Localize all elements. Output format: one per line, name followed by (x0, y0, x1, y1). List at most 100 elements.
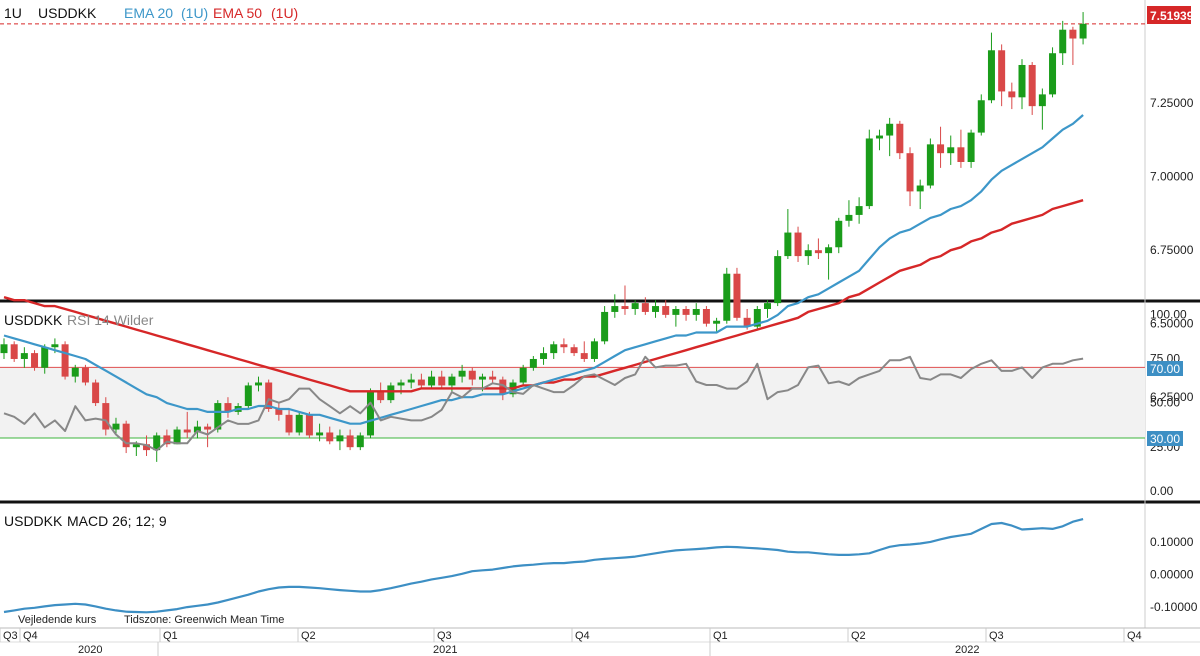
candle-down (743, 317, 751, 327)
overbought-label: 70.00 (1150, 362, 1180, 376)
ema50-param[interactable]: (1U) (271, 5, 298, 21)
rsi-tick: 50.00 (1150, 396, 1180, 410)
candle-up (1038, 94, 1046, 107)
candle-up (387, 385, 395, 401)
rsi-neutral-zone (0, 367, 1145, 439)
candle-up (611, 306, 619, 312)
candle-up (845, 214, 853, 221)
candle-down (641, 303, 649, 312)
candle-up (0, 344, 8, 354)
candle-down (438, 376, 446, 386)
year-label: 2020 (78, 644, 102, 656)
ema20-param[interactable]: (1U) (181, 5, 208, 21)
overbought-badge (1147, 361, 1183, 376)
candle-up (764, 303, 771, 309)
macd-tick: 0.00000 (1150, 568, 1194, 582)
macd-symbol[interactable]: USDDKK (4, 513, 63, 529)
rsi-band (0, 366, 1145, 439)
candle-up (875, 135, 883, 139)
ema50-label[interactable]: EMA 50 (213, 5, 262, 21)
ema20-line (3, 114, 1084, 425)
candle-down (733, 273, 741, 318)
price-tick: 6.25000 (1150, 390, 1194, 404)
quarter-label: Q2 (851, 630, 866, 642)
candle-down (305, 414, 313, 436)
candle-up (153, 435, 161, 451)
candle-down (1028, 64, 1036, 107)
candle-down (143, 444, 151, 451)
candle-down (31, 353, 39, 368)
candle-up (886, 123, 894, 136)
candle-up (784, 232, 792, 257)
candle-down (163, 435, 171, 445)
rsi-line (3, 355, 1084, 452)
rsi-tick: 100.00 (1150, 307, 1187, 321)
current-price: 7.51939 (1150, 9, 1194, 23)
candle-down (326, 432, 334, 442)
candle-up (214, 403, 222, 430)
candle-up (967, 132, 975, 162)
macd-label[interactable]: MACD 26; 12; 9 (67, 513, 167, 529)
candle-down (468, 370, 476, 380)
price-tick: 6.75000 (1150, 243, 1194, 257)
candle-down (621, 306, 629, 309)
candle-up (540, 353, 548, 359)
candle-up (132, 444, 140, 448)
candle-up (713, 320, 721, 324)
symbol-label[interactable]: USDDKK (38, 5, 97, 21)
candle-down (489, 376, 497, 380)
ema20-label[interactable]: EMA 20 (124, 5, 173, 21)
candle-up (865, 138, 873, 207)
candle-down (906, 153, 914, 192)
quarter-label: Q4 (1127, 630, 1142, 642)
footer-timezone: Tidszone: Greenwich Mean Time (124, 614, 284, 626)
interval-label[interactable]: 1U (4, 5, 22, 21)
candle-down (570, 347, 578, 354)
candle-up (448, 376, 456, 386)
candle-down (662, 306, 670, 315)
price-tick: 6.50000 (1150, 317, 1194, 331)
rsi-symbol[interactable]: USDDKK (4, 312, 63, 328)
quarter-label: Q2 (301, 630, 316, 642)
candle-down (896, 123, 904, 154)
candle-up (723, 273, 731, 321)
candle-down (275, 408, 283, 415)
footer-note: Vejledende kurs (18, 614, 97, 626)
candle-up (407, 379, 415, 383)
candle-up (478, 376, 486, 380)
price-tick: 7.00000 (1150, 170, 1194, 184)
candle-up (529, 358, 537, 368)
candle-up (41, 347, 49, 368)
candle-up (1079, 23, 1087, 39)
candle-down (285, 414, 293, 433)
rsi-tick: 0.00 (1150, 484, 1174, 498)
quarter-label: Q4 (23, 630, 38, 642)
candle-up (255, 382, 262, 386)
candle-up (519, 367, 527, 383)
candle-up (987, 50, 995, 101)
macd-line (3, 518, 1084, 614)
candle-down (1008, 91, 1016, 98)
candle-down (1069, 29, 1077, 39)
candle-down (183, 429, 191, 433)
oversold-badge (1147, 431, 1183, 446)
quarter-label: Q1 (163, 630, 178, 642)
candle-down (224, 403, 232, 412)
candle-up (804, 250, 812, 257)
candle-up (855, 206, 863, 215)
candle-up (652, 306, 660, 312)
candle-down (122, 423, 130, 448)
rsi-label[interactable]: RSI 14 Wilder (67, 312, 154, 328)
candle-up (397, 382, 405, 386)
candle-down (10, 344, 18, 359)
candle-up (835, 220, 843, 248)
price-badge (1147, 6, 1191, 24)
candle-down (937, 144, 945, 154)
candle-up (366, 391, 374, 436)
candle-down (702, 309, 710, 324)
candle-up (244, 385, 252, 407)
candle-up (590, 341, 598, 359)
candle-down (81, 367, 89, 383)
